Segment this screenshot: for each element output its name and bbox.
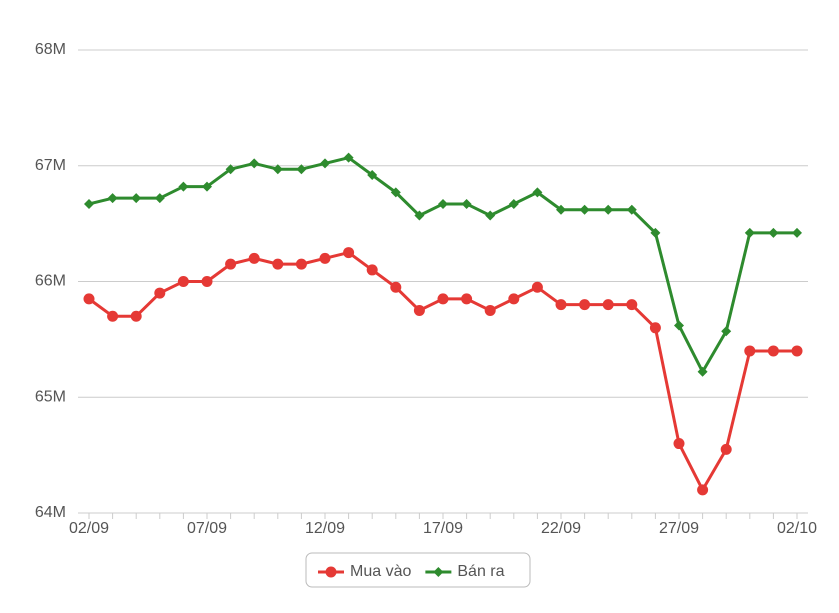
point [697, 484, 709, 496]
point [367, 170, 378, 181]
legend-box [305, 552, 531, 588]
point [107, 310, 119, 322]
legend-marker [433, 567, 444, 577]
point [272, 258, 284, 270]
x-tick-label: 02/10 [777, 520, 817, 537]
y-tick-label: 65M [35, 388, 66, 405]
point [201, 276, 213, 287]
y-tick-label: 68M [35, 41, 66, 58]
point [697, 366, 708, 377]
point [390, 281, 402, 293]
point [484, 304, 496, 316]
point [343, 152, 354, 163]
x-tick-label: 07/09 [187, 520, 227, 537]
point [83, 293, 95, 305]
point [673, 438, 685, 450]
point [792, 227, 802, 238]
point [556, 204, 566, 215]
series-line [88, 156, 797, 374]
point [295, 258, 307, 270]
legend-label: Mua vào [350, 563, 411, 580]
point [461, 293, 473, 305]
y-tick-label: 66M [35, 273, 66, 290]
point [202, 181, 212, 192]
point [626, 299, 638, 311]
point [390, 187, 401, 198]
point [720, 443, 732, 455]
y-tick-label: 64M [35, 504, 66, 521]
point [744, 345, 756, 357]
x-tick-label: 12/09 [305, 520, 345, 537]
point [508, 198, 519, 209]
point [626, 204, 637, 215]
point [674, 320, 684, 331]
point [602, 299, 614, 311]
point [650, 227, 661, 238]
y-tick-label: 67M [35, 157, 66, 174]
point [414, 210, 425, 221]
point [366, 264, 378, 276]
point [272, 164, 283, 175]
point [555, 299, 567, 311]
point [177, 276, 189, 287]
x-tick-label: 22/09 [541, 520, 581, 537]
point [248, 252, 260, 264]
legend-label: Bán ra [457, 563, 504, 580]
point [531, 281, 543, 293]
point [249, 158, 260, 169]
point [461, 198, 472, 209]
point [107, 193, 118, 204]
point [649, 322, 661, 334]
point [84, 198, 94, 209]
point [319, 252, 331, 264]
legend-marker [325, 566, 337, 578]
point [130, 310, 142, 322]
point [320, 158, 330, 169]
point [579, 299, 591, 311]
x-tick-label: 02/09 [69, 520, 109, 537]
x-tick-label: 17/09 [423, 520, 463, 537]
x-tick-label: 27/09 [659, 520, 699, 537]
point [508, 293, 520, 305]
point [131, 193, 142, 204]
point [532, 187, 543, 198]
series-line [88, 251, 797, 492]
point [225, 258, 237, 270]
point [154, 193, 165, 204]
point [438, 198, 448, 209]
point [154, 287, 166, 299]
point [225, 164, 236, 175]
point [178, 181, 189, 192]
point [485, 210, 496, 221]
point [603, 204, 614, 215]
point [768, 227, 779, 238]
point [413, 304, 425, 316]
point [343, 247, 355, 259]
point [744, 227, 755, 238]
point [791, 345, 803, 357]
point [579, 204, 590, 215]
point [767, 345, 779, 357]
point [437, 293, 449, 305]
point [721, 326, 732, 337]
point [296, 164, 307, 175]
